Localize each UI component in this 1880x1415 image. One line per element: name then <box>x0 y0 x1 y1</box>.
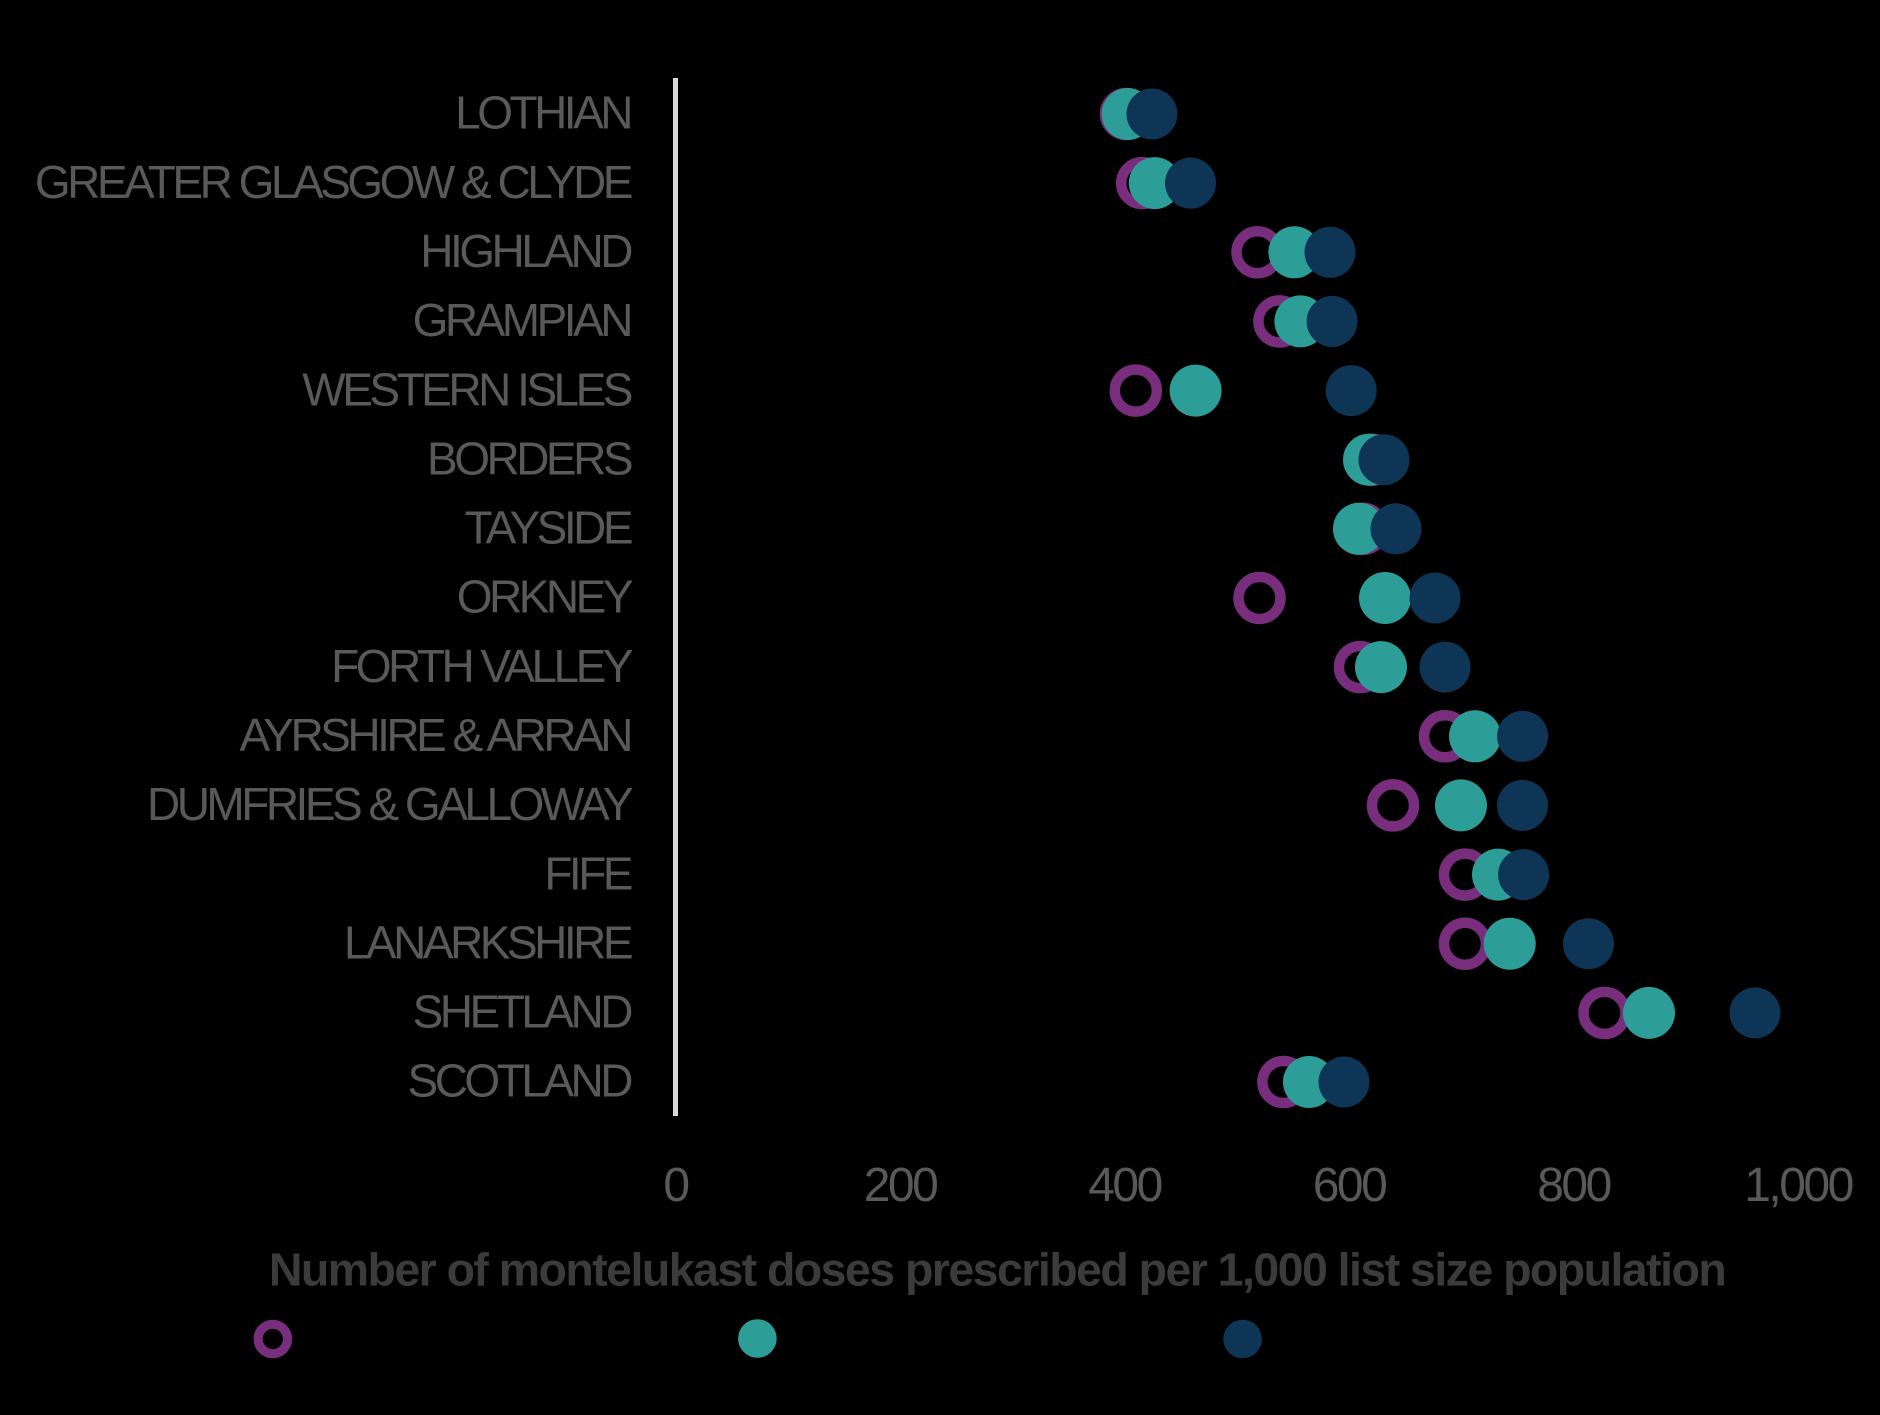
svg-text:SHETLAND: SHETLAND <box>413 986 633 1038</box>
svg-text:LOTHIAN: LOTHIAN <box>455 87 630 139</box>
svg-text:1,000: 1,000 <box>1744 1159 1852 1212</box>
svg-text:WESTERN ISLES: WESTERN ISLES <box>302 363 632 415</box>
svg-text:SCOTLAND: SCOTLAND <box>408 1055 633 1107</box>
svg-text:0: 0 <box>663 1159 688 1212</box>
svg-text:GRAMPIAN: GRAMPIAN <box>413 294 631 346</box>
svg-text:LANARKSHIRE: LANARKSHIRE <box>344 916 632 968</box>
svg-text:FIFE: FIFE <box>544 847 631 899</box>
svg-text:GREATER GLASGOW & CLYDE: GREATER GLASGOW & CLYDE <box>35 156 632 208</box>
svg-text:DUMFRIES & GALLOWAY: DUMFRIES & GALLOWAY <box>147 778 633 830</box>
svg-text:800: 800 <box>1537 1159 1610 1212</box>
svg-text:AYRSHIRE & ARRAN: AYRSHIRE & ARRAN <box>240 709 631 761</box>
svg-text:400: 400 <box>1088 1159 1161 1212</box>
svg-text:FORTH VALLEY: FORTH VALLEY <box>331 640 633 692</box>
svg-text:HIGHLAND: HIGHLAND <box>420 225 632 277</box>
svg-text:TAYSIDE: TAYSIDE <box>465 502 632 554</box>
svg-text:BORDERS: BORDERS <box>427 432 632 484</box>
svg-text:Number of montelukast doses pr: Number of montelukast doses prescribed p… <box>269 1244 1725 1296</box>
svg-text:600: 600 <box>1313 1159 1386 1212</box>
svg-text:200: 200 <box>864 1159 937 1212</box>
svg-text:ORKNEY: ORKNEY <box>457 571 633 623</box>
